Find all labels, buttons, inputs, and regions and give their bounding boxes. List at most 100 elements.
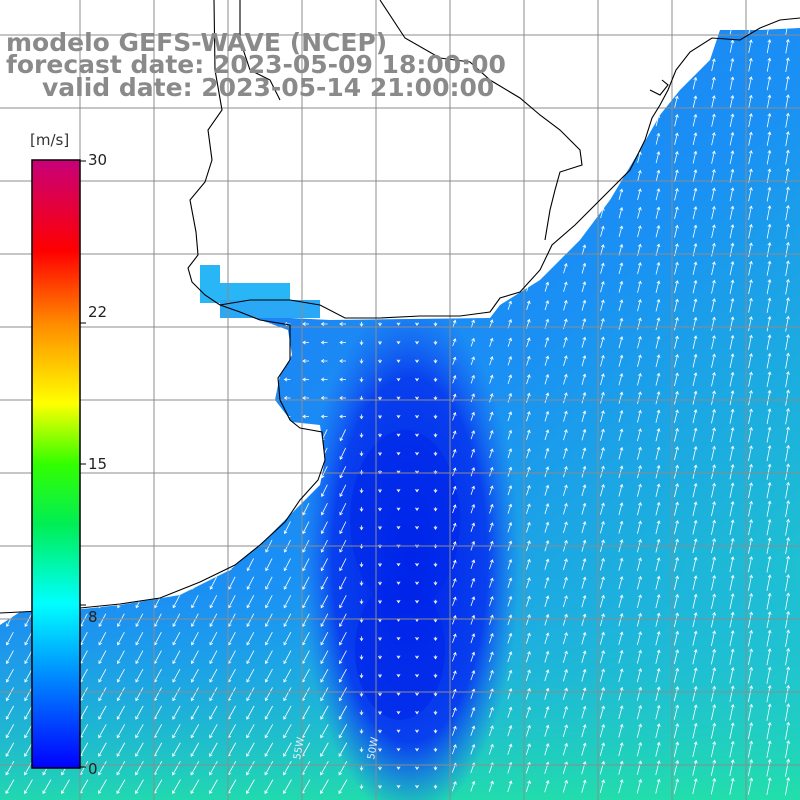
wind-arrow bbox=[618, 428, 624, 441]
wind-arrow bbox=[692, 187, 698, 201]
wind-arrow bbox=[544, 761, 550, 774]
wind-arrow bbox=[433, 692, 438, 697]
wind-arrow bbox=[489, 374, 494, 384]
wind-arrow bbox=[748, 371, 753, 387]
wind-arrow bbox=[302, 414, 309, 419]
wind-arrow bbox=[599, 557, 605, 571]
wind-arrow bbox=[452, 633, 457, 644]
wind-arrow bbox=[785, 647, 791, 666]
wind-arrow bbox=[452, 319, 457, 328]
wind-arrow bbox=[692, 649, 698, 665]
wind-arrow bbox=[655, 225, 661, 238]
wind-arrow bbox=[302, 322, 309, 326]
wind-arrow bbox=[618, 336, 624, 349]
wind-arrow bbox=[470, 725, 476, 736]
wind-arrow bbox=[636, 760, 643, 775]
wind-arrow bbox=[674, 464, 679, 479]
wind-arrow bbox=[246, 576, 255, 590]
wind-arrow bbox=[710, 667, 717, 684]
wind-arrow bbox=[785, 371, 790, 388]
wind-arrow bbox=[785, 518, 790, 536]
wind-arrow bbox=[283, 613, 292, 627]
wind-arrow bbox=[562, 650, 568, 663]
wind-arrow bbox=[785, 57, 790, 72]
wind-arrow bbox=[710, 685, 717, 702]
wind-arrow bbox=[748, 39, 753, 53]
wind-arrow bbox=[766, 131, 772, 146]
wind-arrow bbox=[599, 576, 605, 590]
wind-arrow bbox=[729, 390, 735, 406]
wind-arrow bbox=[729, 740, 735, 758]
wind-arrow bbox=[729, 261, 735, 276]
wind-arrow bbox=[433, 414, 438, 420]
wind-arrow bbox=[599, 760, 606, 775]
wind-arrow bbox=[433, 636, 438, 642]
wind-arrow bbox=[710, 704, 717, 721]
wind-arrow bbox=[264, 631, 273, 646]
wind-arrow bbox=[488, 651, 494, 662]
wind-arrow bbox=[452, 467, 457, 477]
wind-arrow bbox=[470, 504, 476, 514]
wind-arrow bbox=[470, 596, 476, 607]
wind-arrow bbox=[433, 655, 438, 660]
wind-arrow bbox=[470, 614, 476, 625]
wind-arrow bbox=[748, 519, 753, 536]
wind-arrow bbox=[581, 428, 587, 441]
wind-arrow bbox=[451, 707, 457, 718]
wind-arrow bbox=[265, 558, 273, 572]
wind-arrow bbox=[507, 688, 513, 700]
wind-arrow bbox=[655, 280, 661, 294]
wind-arrow bbox=[5, 687, 14, 702]
wind-arrow bbox=[674, 483, 679, 498]
wind-arrow bbox=[581, 262, 587, 274]
wind-arrow bbox=[785, 334, 790, 351]
wind-arrow bbox=[729, 205, 735, 220]
wind-arrow bbox=[562, 632, 568, 645]
wind-arrow bbox=[785, 684, 791, 703]
wind-arrow bbox=[507, 355, 513, 366]
wind-arrow bbox=[488, 743, 494, 755]
wind-arrow bbox=[264, 760, 274, 776]
wind-arrow bbox=[415, 692, 419, 697]
wind-arrow bbox=[525, 761, 531, 774]
wind-arrow bbox=[265, 613, 273, 627]
wind-arrow bbox=[507, 725, 513, 737]
wind-arrow bbox=[692, 279, 698, 294]
wind-arrow bbox=[451, 744, 457, 755]
wind-arrow bbox=[470, 633, 476, 644]
wind-arrow bbox=[674, 372, 679, 386]
wind-arrow bbox=[415, 581, 419, 586]
wind-arrow bbox=[600, 299, 605, 311]
wind-arrow bbox=[415, 396, 419, 401]
wind-arrow bbox=[729, 371, 735, 387]
wind-arrow bbox=[711, 132, 716, 146]
wind-arrow bbox=[98, 687, 107, 702]
wind-arrow bbox=[359, 765, 364, 771]
wind-arrow bbox=[655, 409, 661, 423]
wind-arrow bbox=[563, 392, 568, 404]
wind-arrow bbox=[302, 377, 309, 382]
wind-arrow bbox=[172, 650, 181, 665]
wind-arrow bbox=[525, 780, 531, 793]
wind-arrow bbox=[655, 520, 661, 535]
wind-arrow bbox=[729, 611, 735, 628]
wind-arrow bbox=[766, 297, 772, 313]
wind-arrow bbox=[748, 463, 753, 480]
wind-arrow bbox=[655, 704, 661, 720]
wind-arrow bbox=[766, 39, 772, 54]
wind-arrow bbox=[785, 38, 790, 54]
wind-arrow bbox=[692, 464, 698, 479]
wind-arrow bbox=[283, 779, 292, 795]
wind-arrow bbox=[544, 355, 550, 366]
wind-arrow bbox=[581, 724, 587, 738]
wind-arrow bbox=[470, 430, 476, 440]
wind-arrow bbox=[655, 649, 661, 664]
wind-arrow bbox=[544, 576, 550, 589]
wind-arrow bbox=[692, 556, 698, 572]
wind-arrow bbox=[396, 599, 401, 604]
wind-arrow bbox=[748, 592, 754, 610]
wind-arrow bbox=[563, 447, 568, 459]
wind-arrow bbox=[228, 576, 236, 590]
wind-arrow bbox=[320, 484, 328, 497]
wind-arrow bbox=[729, 722, 735, 739]
